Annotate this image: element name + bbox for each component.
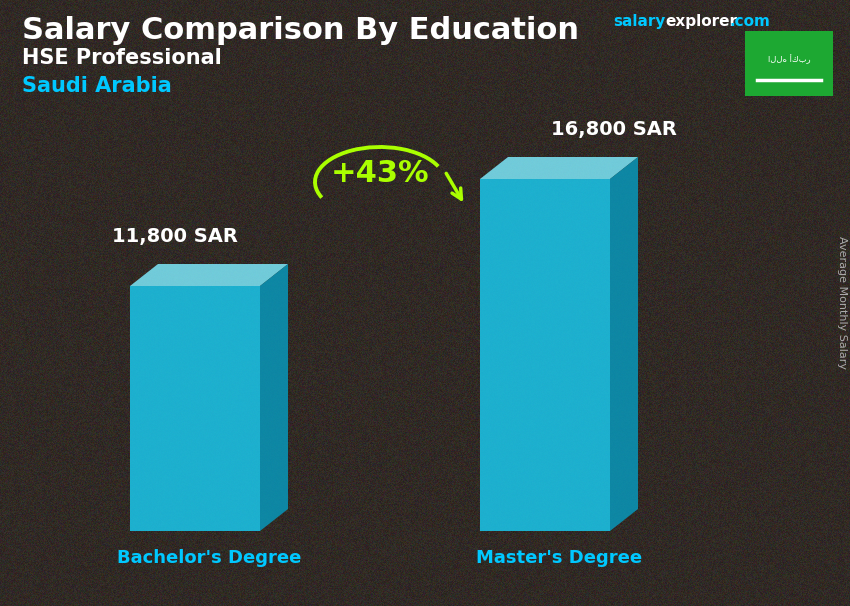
- Polygon shape: [480, 179, 610, 531]
- Text: HSE Professional: HSE Professional: [22, 48, 222, 68]
- Text: Master's Degree: Master's Degree: [476, 549, 642, 567]
- Polygon shape: [130, 286, 260, 531]
- Polygon shape: [130, 264, 288, 286]
- Text: Bachelor's Degree: Bachelor's Degree: [116, 549, 301, 567]
- Text: الله أكبر: الله أكبر: [768, 55, 810, 64]
- Polygon shape: [610, 157, 638, 531]
- Polygon shape: [480, 157, 638, 179]
- Text: salary: salary: [613, 14, 666, 29]
- Text: +43%: +43%: [331, 159, 429, 188]
- Text: Saudi Arabia: Saudi Arabia: [22, 76, 172, 96]
- Text: Average Monthly Salary: Average Monthly Salary: [837, 236, 847, 370]
- Text: 16,800 SAR: 16,800 SAR: [551, 120, 677, 139]
- Polygon shape: [260, 264, 288, 531]
- Text: 11,800 SAR: 11,800 SAR: [112, 227, 238, 246]
- Text: Salary Comparison By Education: Salary Comparison By Education: [22, 16, 579, 45]
- Text: .com: .com: [730, 14, 771, 29]
- FancyBboxPatch shape: [745, 31, 833, 96]
- Text: explorer: explorer: [665, 14, 737, 29]
